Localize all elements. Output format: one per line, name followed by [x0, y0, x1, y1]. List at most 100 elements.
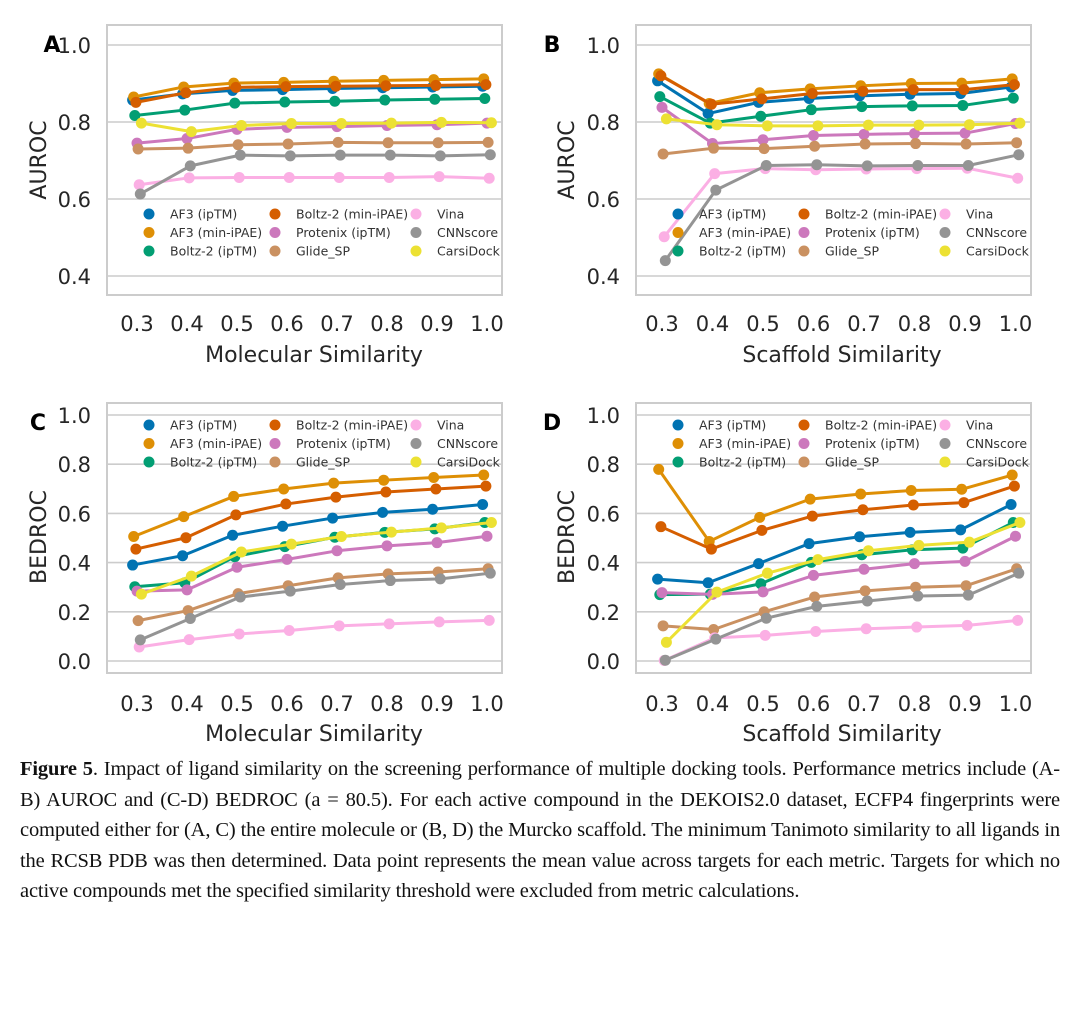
series-line — [664, 153, 1020, 262]
series-line — [656, 79, 1012, 116]
data-point — [660, 636, 672, 648]
figure-5: 0.4 0.6 0.8 1.0 0.3 0.4 0.5 0.6 0.7 0.8 0.9 1.0 Mole… — [27, 24, 1032, 747]
data-point — [858, 128, 870, 140]
data-point — [230, 509, 242, 521]
series-line — [664, 571, 1020, 662]
legend-marker — [269, 227, 281, 238]
data-point — [907, 84, 919, 96]
series-glide-sp — [657, 137, 1023, 160]
data-point — [484, 149, 496, 161]
data-point — [335, 118, 347, 130]
data-point — [277, 520, 289, 532]
data-point — [955, 524, 967, 536]
legend-label: Boltz-2 (min-iPAE) — [296, 207, 408, 222]
data-point — [857, 504, 869, 516]
data-point — [957, 99, 969, 111]
data-point — [334, 578, 346, 590]
legend-item: AF3 (ipTM) — [672, 418, 766, 433]
legend-label: Boltz-2 (min-iPAE) — [296, 418, 408, 433]
data-point — [958, 497, 970, 509]
legend-item: Boltz-2 (min-iPAE) — [269, 207, 408, 222]
data-point — [962, 160, 974, 172]
data-point — [754, 511, 766, 523]
data-point — [235, 119, 247, 131]
data-point — [380, 80, 392, 92]
figure-caption: Figure 5. Impact of ligand similarity on… — [20, 754, 1060, 907]
series-af3-min-ipae — [128, 469, 490, 543]
x-tick-label: 0.7 — [320, 692, 353, 716]
series-line — [138, 140, 489, 151]
series-af3-iptm — [652, 499, 1017, 589]
legend-label: Boltz-2 (min-iPAE) — [825, 207, 937, 222]
data-point — [1013, 149, 1025, 161]
data-point — [806, 88, 818, 100]
series-line — [133, 77, 484, 99]
x-tick-label: 0.5 — [220, 312, 253, 336]
data-point — [805, 104, 817, 116]
series-carsidock — [135, 517, 497, 600]
y-tick-label: 0.6 — [58, 188, 91, 212]
data-point — [135, 117, 147, 129]
series-line — [137, 567, 489, 623]
legend-item: CNNscore — [410, 436, 498, 451]
data-point — [177, 550, 189, 562]
legend-label: Vina — [437, 207, 464, 222]
legend-marker — [410, 245, 422, 257]
legend-label: Glide_SP — [296, 244, 350, 259]
y-tick-label: 0.6 — [58, 502, 91, 526]
series-carsidock — [660, 113, 1026, 132]
series-line — [660, 74, 1015, 106]
legend-marker — [672, 227, 684, 238]
legend-label: Glide_SP — [825, 455, 879, 470]
series-line — [663, 166, 1018, 238]
legend-marker — [143, 208, 155, 220]
data-point — [481, 530, 493, 542]
legend-marker — [798, 245, 810, 257]
data-point — [808, 569, 819, 581]
x-tick-label: 0.8 — [898, 692, 931, 716]
data-point — [280, 498, 292, 510]
series-group — [127, 73, 497, 200]
series-line — [136, 534, 488, 593]
legend-label: AF3 (ipTM) — [699, 418, 766, 433]
data-point — [381, 540, 393, 552]
legend-marker — [143, 227, 155, 238]
data-point — [127, 559, 139, 571]
data-point — [756, 93, 768, 105]
legend-marker — [939, 208, 951, 220]
legend-marker — [939, 245, 951, 257]
legend-label: AF3 (min-iPAE) — [699, 225, 791, 240]
data-point — [1011, 137, 1023, 149]
data-point — [383, 171, 395, 183]
data-point — [758, 143, 770, 155]
legend-marker — [410, 456, 422, 468]
data-point — [756, 524, 768, 536]
panel-letter: C — [30, 411, 46, 436]
y-tick-label: 0.8 — [58, 111, 91, 135]
data-point — [234, 591, 246, 603]
series-vina — [133, 171, 495, 191]
legend-marker — [269, 419, 281, 431]
y-tick-label: 0.8 — [58, 453, 91, 477]
data-point — [911, 621, 923, 633]
data-point — [129, 109, 141, 121]
data-point — [435, 116, 447, 128]
data-point — [379, 94, 391, 106]
x-tick-label: 1.0 — [999, 312, 1032, 336]
data-point — [280, 81, 292, 93]
y-axis-title: AUROC — [555, 120, 580, 199]
data-point — [383, 618, 395, 630]
data-point — [281, 553, 293, 565]
data-point — [130, 96, 142, 108]
x-tick-label: 0.4 — [170, 692, 203, 716]
legend-label: Boltz-2 (ipTM) — [170, 455, 257, 470]
data-point — [1014, 517, 1026, 529]
data-point — [233, 628, 245, 640]
legend-marker — [269, 245, 281, 257]
panel-b: 0.4 0.6 0.8 1.0 0.3 0.4 0.5 0.6 0.7 0.8 0.9 1.0 Scaf… — [544, 24, 1032, 368]
data-point — [185, 570, 197, 582]
legend-label: CarsiDock — [966, 455, 1030, 470]
legend-label: Protenix (ipTM) — [296, 225, 391, 240]
data-point — [907, 499, 919, 511]
data-point — [132, 615, 144, 627]
